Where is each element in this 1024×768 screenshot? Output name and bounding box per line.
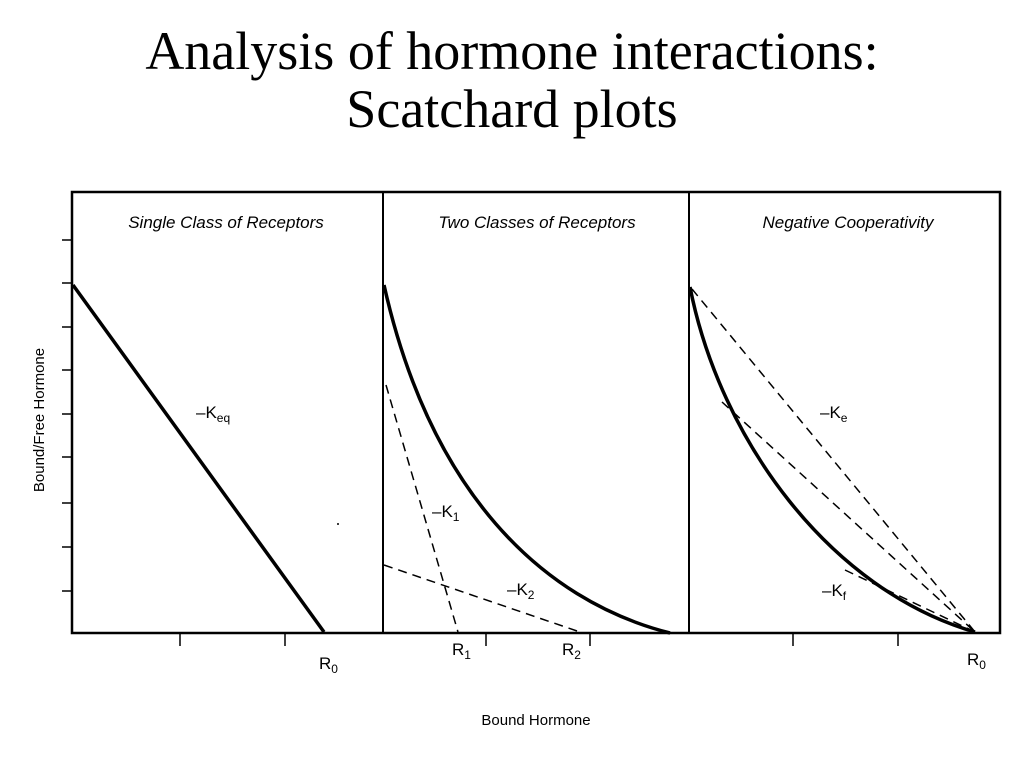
slide-title-line-2: Scatchard plots [346,79,678,139]
figure-frame [70,190,1002,635]
x-axis-ticks [179,633,899,646]
label-r0-panel-1: R0 [319,654,338,676]
label-k1: –K1 [432,502,460,524]
label-k-eq: –Keq [196,403,230,425]
scatchard-line-single [71,283,326,634]
label-ke: –Ke [820,403,848,425]
slide-title-line-1: Analysis of hormone interactions: [145,21,879,81]
panel-1-title: Single Class of Receptors [128,213,324,232]
y-axis-label: Bound/Free Hormone [31,348,48,492]
component-line-k1 [385,384,459,633]
stray-dot [337,523,339,525]
x-axis-label: Bound Hormone [481,712,590,729]
component-line-k2 [383,564,581,633]
label-kf: –Kf [822,581,847,603]
label-r1: R1 [452,640,471,662]
label-r0-panel-3: R0 [967,650,986,672]
chord-line-lower [844,569,976,633]
y-axis-ticks [62,239,72,592]
slide-title: Analysis of hormone interactions: Scatch… [0,22,1024,138]
chord-line-upper [721,401,976,633]
scatchard-curve-negative-cooperativity [688,286,976,634]
label-k2: –K2 [507,580,535,602]
panel-3-title: Negative Cooperativity [762,213,935,232]
panel-single-class: Single Class of Receptors –Keq [71,213,339,634]
panel-negative-cooperativity: Negative Cooperativity –Ke –Kf [688,213,976,634]
scatchard-curve-two-classes [382,284,671,635]
panel-2-title: Two Classes of Receptors [438,213,636,232]
label-r2: R2 [562,640,581,662]
panel-two-classes: Two Classes of Receptors –K1 –K2 [382,213,671,635]
